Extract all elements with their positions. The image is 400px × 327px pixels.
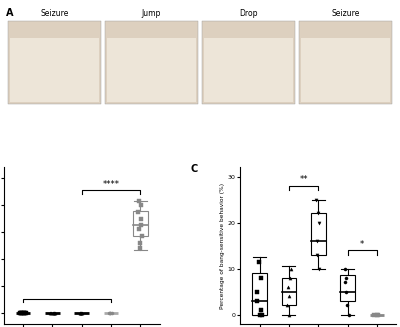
- Point: [18, 310, 24, 316]
- Point: [46, 310, 53, 316]
- Text: Seizure: Seizure: [331, 9, 360, 18]
- Bar: [311, 214, 326, 255]
- Point: [286, 294, 292, 299]
- Point: [18, 310, 24, 316]
- Point: [259, 312, 265, 317]
- Point: [371, 312, 378, 317]
- Point: [314, 211, 321, 216]
- Point: [258, 275, 264, 280]
- FancyBboxPatch shape: [105, 21, 198, 104]
- Text: **: **: [299, 176, 308, 184]
- Point: [136, 246, 143, 251]
- Point: [107, 310, 113, 316]
- Point: [286, 312, 292, 317]
- Point: [254, 289, 260, 294]
- FancyBboxPatch shape: [8, 21, 101, 104]
- Point: [107, 310, 113, 316]
- Bar: [340, 275, 355, 301]
- Point: [77, 310, 83, 316]
- Bar: [252, 273, 267, 315]
- Point: [287, 275, 293, 280]
- Text: Seizure: Seizure: [40, 9, 69, 18]
- FancyBboxPatch shape: [204, 38, 293, 102]
- FancyBboxPatch shape: [301, 38, 390, 102]
- Point: [48, 310, 54, 316]
- FancyBboxPatch shape: [299, 21, 392, 104]
- Point: [50, 310, 56, 316]
- Point: [78, 310, 84, 316]
- Text: Jump: Jump: [142, 9, 161, 18]
- Point: [312, 197, 319, 202]
- Text: ****: ****: [103, 180, 120, 189]
- Point: [77, 310, 83, 316]
- Text: Drop: Drop: [239, 9, 258, 18]
- Point: [136, 227, 142, 232]
- Point: [137, 240, 144, 246]
- Point: [79, 310, 85, 316]
- Point: [138, 216, 144, 221]
- Point: [342, 266, 348, 271]
- Point: [51, 310, 58, 316]
- Point: [135, 209, 141, 215]
- Point: [375, 312, 382, 317]
- Point: [254, 298, 261, 303]
- Point: [21, 310, 28, 316]
- Point: [344, 303, 350, 308]
- Point: [78, 310, 84, 316]
- Point: [255, 259, 262, 264]
- Y-axis label: Percentage of bang-sensitive behavior (%): Percentage of bang-sensitive behavior (%…: [220, 182, 225, 309]
- Point: [346, 312, 352, 317]
- Point: [288, 266, 294, 271]
- Point: [52, 310, 58, 316]
- Point: [139, 233, 145, 239]
- Text: C: C: [191, 164, 198, 174]
- Point: [343, 275, 350, 280]
- Point: [342, 280, 348, 285]
- Point: [50, 310, 57, 316]
- Bar: [282, 278, 296, 305]
- Point: [20, 310, 27, 316]
- Point: [314, 238, 320, 244]
- Point: [138, 202, 144, 208]
- Point: [285, 284, 292, 290]
- Point: [258, 307, 264, 313]
- Text: A: A: [6, 8, 14, 18]
- Point: [19, 310, 26, 316]
- Point: [17, 310, 24, 316]
- Point: [342, 289, 349, 294]
- Point: [137, 223, 144, 228]
- Point: [316, 266, 322, 271]
- FancyBboxPatch shape: [10, 38, 99, 102]
- Text: *: *: [360, 240, 364, 249]
- Point: [22, 310, 29, 316]
- Point: [316, 220, 323, 225]
- Point: [135, 198, 142, 204]
- Point: [284, 303, 290, 308]
- Bar: [133, 211, 148, 236]
- FancyBboxPatch shape: [202, 21, 295, 104]
- Point: [314, 252, 320, 257]
- FancyBboxPatch shape: [107, 38, 196, 102]
- Point: [108, 310, 115, 316]
- Point: [106, 310, 112, 316]
- Point: [373, 312, 380, 317]
- Point: [22, 310, 28, 316]
- Point: [257, 312, 264, 317]
